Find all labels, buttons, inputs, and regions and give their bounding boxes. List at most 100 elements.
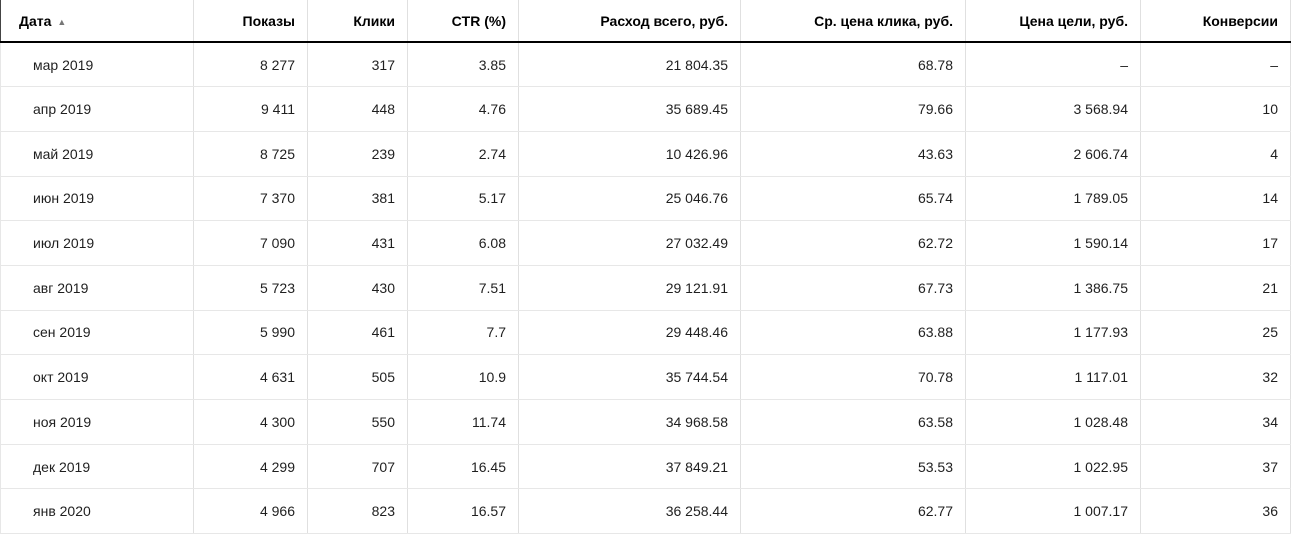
cell-cpa: 1 177.93	[965, 310, 1141, 356]
table-row: мар 2019 8 277 317 3.85 21 804.35 68.78– –	[0, 42, 1291, 88]
cell-impressions: 8 725	[193, 131, 308, 177]
cell-impressions: 4 631	[193, 354, 308, 400]
cell-cost: 35 689.45	[518, 86, 741, 132]
cell-cpa: 1 789.05	[965, 176, 1141, 222]
column-header-date[interactable]: Дата ▲	[0, 0, 194, 43]
cell-cpa: 1 022.95	[965, 444, 1141, 490]
cell-impressions: 7 090	[193, 220, 308, 266]
cell-cpa: 1 386.75	[965, 265, 1141, 311]
cell-clicks: 505	[307, 354, 408, 400]
cell-ctr: 5.17	[407, 176, 519, 222]
cell-cpc: 62.72	[740, 220, 966, 266]
cell-date: окт 2019	[0, 354, 194, 400]
cell-cpc: 79.66	[740, 86, 966, 132]
cell-cost: 25 046.76	[518, 176, 741, 222]
cell-ctr: 6.08	[407, 220, 519, 266]
cell-cpa: 2 606.74	[965, 131, 1141, 177]
cell-conversions: 14	[1140, 176, 1291, 222]
header-row: Дата ▲ Показы Клики CTR (%) Расход всего, руб…	[0, 0, 1291, 43]
cell-cost: 36 258.44	[518, 488, 741, 535]
statistics-table: Дата ▲ Показы Клики CTR (%) Расход всего, руб…	[0, 0, 1291, 535]
column-header-cpa[interactable]: Цена цели, руб.	[965, 0, 1141, 43]
cell-cpa: 1 007.17	[965, 488, 1141, 535]
cell-conversions: 34	[1140, 399, 1291, 445]
cell-cost: 29 448.46	[518, 310, 741, 356]
cell-clicks: 707	[307, 444, 408, 490]
cell-ctr: 2.74	[407, 131, 519, 177]
cell-date: мар 2019	[0, 42, 194, 88]
cell-cost: 34 968.58	[518, 399, 741, 445]
cell-conversions: 32	[1140, 354, 1291, 400]
cell-cpc: 62.77	[740, 488, 966, 535]
cell-clicks: 381	[307, 176, 408, 222]
cell-clicks: 823	[307, 488, 408, 535]
cell-date: янв 2020	[0, 488, 194, 535]
table-row: янв 2020 4 966 823 16.57 36 258.44 62.77 1 007…	[0, 488, 1291, 535]
cell-date: июн 2019	[0, 176, 194, 222]
cell-cpa: 1 117.01	[965, 354, 1141, 400]
cell-cost: 37 849.21	[518, 444, 741, 490]
cell-clicks: 550	[307, 399, 408, 445]
cell-conversions: 17	[1140, 220, 1291, 266]
cell-cpc: 43.63	[740, 131, 966, 177]
cell-ctr: 11.74	[407, 399, 519, 445]
cell-cost: 35 744.54	[518, 354, 741, 400]
cell-date: июл 2019	[0, 220, 194, 266]
sort-ascending-icon: ▲	[57, 16, 67, 27]
cell-date: май 2019	[0, 131, 194, 177]
cell-cpc: 63.88	[740, 310, 966, 356]
cell-cpa: 3 568.94	[965, 86, 1141, 132]
cell-ctr: 7.51	[407, 265, 519, 311]
cell-impressions: 4 966	[193, 488, 308, 535]
cell-cost: 21 804.35	[518, 42, 741, 88]
table-row: окт 2019 4 631 505 10.9 35 744.54 70.78 1 117.…	[0, 354, 1291, 400]
cell-cpc: 68.78	[740, 42, 966, 88]
column-header-impressions[interactable]: Показы	[193, 0, 308, 43]
table-row: июн 2019 7 370 381 5.17 25 046.76 65.74 1 789.…	[0, 176, 1291, 222]
table-row: апр 2019 9 411 448 4.76 35 689.45 79.66 3 568.…	[0, 86, 1291, 132]
cell-conversions: 21	[1140, 265, 1291, 311]
cell-conversions: 36	[1140, 488, 1291, 535]
cell-cpc: 70.78	[740, 354, 966, 400]
cell-ctr: 16.57	[407, 488, 519, 535]
cell-ctr: 4.76	[407, 86, 519, 132]
cell-impressions: 7 370	[193, 176, 308, 222]
cell-cpc: 65.74	[740, 176, 966, 222]
cell-conversions: 10	[1140, 86, 1291, 132]
column-header-cost[interactable]: Расход всего, руб.	[518, 0, 741, 43]
table-row: май 2019 8 725 239 2.74 10 426.96 43.63 2 606.…	[0, 131, 1291, 177]
cell-ctr: 16.45	[407, 444, 519, 490]
table-row: сен 2019 5 990 461 7.7 29 448.46 63.88 1 177.9…	[0, 310, 1291, 356]
cell-date: сен 2019	[0, 310, 194, 356]
cell-cpa: 1 028.48	[965, 399, 1141, 445]
column-header-ctr[interactable]: CTR (%)	[407, 0, 519, 43]
cell-cpc: 67.73	[740, 265, 966, 311]
cell-ctr: 7.7	[407, 310, 519, 356]
table-row: июл 2019 7 090 431 6.08 27 032.49 62.72 1 590.…	[0, 220, 1291, 266]
cell-impressions: 8 277	[193, 42, 308, 88]
cell-conversions: 37	[1140, 444, 1291, 490]
table-row: авг 2019 5 723 430 7.51 29 121.91 67.73 1 386.…	[0, 265, 1291, 311]
cell-impressions: 4 300	[193, 399, 308, 445]
cell-date: апр 2019	[0, 86, 194, 132]
column-header-conversions[interactable]: Конверсии	[1140, 0, 1291, 43]
cell-cost: 27 032.49	[518, 220, 741, 266]
cell-conversions: –	[1140, 42, 1291, 88]
table-row: дек 2019 4 299 707 16.45 37 849.21 53.53 1 022…	[0, 444, 1291, 490]
cell-cpa: –	[965, 42, 1141, 88]
cell-date: дек 2019	[0, 444, 194, 490]
cell-cpc: 63.58	[740, 399, 966, 445]
cell-clicks: 431	[307, 220, 408, 266]
cell-clicks: 461	[307, 310, 408, 356]
cell-conversions: 25	[1140, 310, 1291, 356]
table-body: мар 2019 8 277 317 3.85 21 804.35 68.78– – апр …	[0, 42, 1291, 535]
cell-ctr: 10.9	[407, 354, 519, 400]
column-header-cpc[interactable]: Ср. цена клика, руб.	[740, 0, 966, 43]
cell-impressions: 5 723	[193, 265, 308, 311]
cell-date: авг 2019	[0, 265, 194, 311]
cell-impressions: 9 411	[193, 86, 308, 132]
column-header-clicks[interactable]: Клики	[307, 0, 408, 43]
cell-clicks: 448	[307, 86, 408, 132]
table-row: ноя 2019 4 300 550 11.74 34 968.58 63.58 1 028…	[0, 399, 1291, 445]
cell-impressions: 4 299	[193, 444, 308, 490]
